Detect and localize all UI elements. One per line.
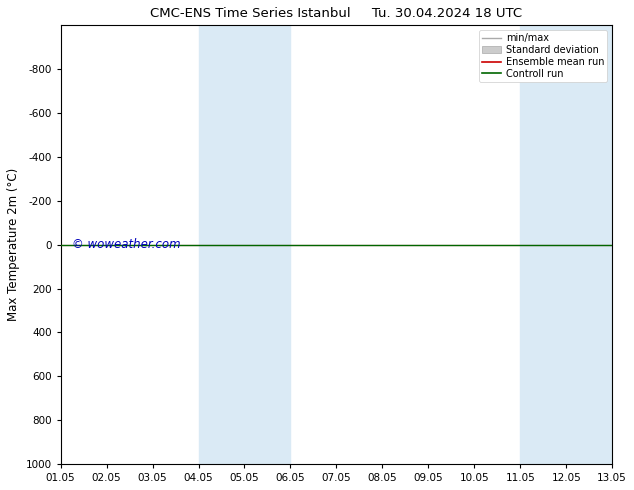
Y-axis label: Max Temperature 2m (°C): Max Temperature 2m (°C): [7, 168, 20, 321]
Text: © woweather.com: © woweather.com: [72, 238, 180, 251]
Bar: [245, 25, 290, 464]
Bar: [198, 25, 245, 464]
Bar: [566, 25, 612, 464]
Bar: [521, 25, 566, 464]
Legend: min/max, Standard deviation, Ensemble mean run, Controll run: min/max, Standard deviation, Ensemble me…: [479, 30, 607, 82]
Title: CMC-ENS Time Series Istanbul     Tu. 30.04.2024 18 UTC: CMC-ENS Time Series Istanbul Tu. 30.04.2…: [150, 7, 522, 20]
